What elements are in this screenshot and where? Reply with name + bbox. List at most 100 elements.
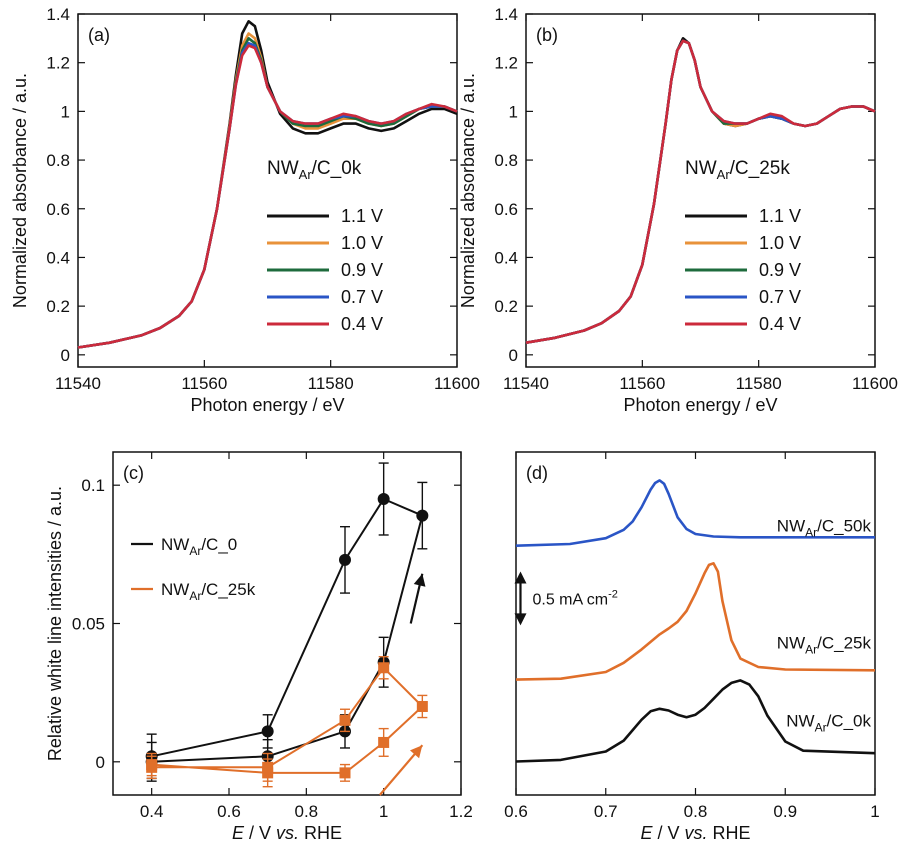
x-tick-label: 1 <box>870 802 879 821</box>
y-tick-label: 1.4 <box>46 5 70 24</box>
x-tick-label: 0.8 <box>684 802 708 821</box>
panel-c: 0.4 0.6 0.8 1 1.2 0 0.05 0.1 E / V vs. RHE Relati… <box>45 451 473 843</box>
series-label: NWAr/C_25k <box>777 633 872 656</box>
text-part: NW <box>777 633 805 652</box>
text-part: / V <box>244 823 276 843</box>
panel-d: 0.6 0.7 0.8 0.9 1E / V vs. RHE(d)NWAr/C_50kN… <box>504 451 880 843</box>
y-tick-label: 0.05 <box>72 615 105 634</box>
y-axis-label: Relative white line intensities / a.u. <box>45 486 65 761</box>
text-part: Ar <box>189 544 201 558</box>
series-label: NWAr/C_50k <box>777 516 872 539</box>
plot-frame <box>77 13 458 368</box>
panel-label: (b) <box>536 25 558 45</box>
y-axis-label: Normalized absorbance / a.u. <box>10 73 30 308</box>
x-tick-label: 11540 <box>503 374 549 393</box>
text-part: NW <box>786 711 814 730</box>
legend-entry: 0.4 V <box>759 314 801 334</box>
series-line <box>515 561 876 681</box>
text-part: /C_25k <box>730 158 791 179</box>
x-tick-label: 1.2 <box>449 802 473 821</box>
legend-entry: 0.9 V <box>341 260 383 280</box>
text-part: Ar <box>189 589 201 603</box>
scale-bar-arrow-down <box>514 613 527 626</box>
text-part: /C_50k <box>817 516 871 535</box>
data-point <box>339 767 351 779</box>
text-part: vs. <box>685 823 708 843</box>
scale-bar-label-main: 0.5 mA cm <box>532 591 608 608</box>
data-point <box>339 553 351 566</box>
text-part: /C_25k <box>201 580 255 599</box>
y-tick-label: 0 <box>61 346 70 365</box>
arrow-head <box>409 745 423 759</box>
text-part: RHE <box>299 823 342 843</box>
legend-entry: NWAr/C_0 <box>161 535 237 558</box>
y-axis-label: Normalized absorbance / a.u. <box>458 73 478 308</box>
plot-frame <box>515 451 876 796</box>
legend-entry: 1.0 V <box>759 233 801 253</box>
y-tick-label: 1.4 <box>494 5 518 24</box>
x-axis-label: Photon energy / eV <box>623 395 777 415</box>
y-tick-label: 0.8 <box>46 151 70 170</box>
text-part: Ar <box>805 642 817 656</box>
text-part: /C_0k <box>827 711 872 730</box>
x-tick-label: 11600 <box>852 374 898 393</box>
y-tick-label: 0.8 <box>494 151 518 170</box>
y-tick-label: 0.4 <box>46 248 70 267</box>
y-tick-label: 0.2 <box>494 297 518 316</box>
x-tick-label: 0.7 <box>594 802 618 821</box>
y-tick-label: 0.2 <box>46 297 70 316</box>
scale-bar-label-sup: -2 <box>608 588 618 600</box>
text-part: RHE <box>708 823 751 843</box>
data-point <box>339 714 351 726</box>
panel-label: (d) <box>526 463 548 483</box>
data-point <box>146 761 158 773</box>
plot-frame <box>525 13 876 368</box>
legend-entry: 0.4 V <box>341 314 383 334</box>
y-tick-label: 0 <box>96 753 105 772</box>
legend-entry: 0.9 V <box>759 260 801 280</box>
x-tick-label: 11560 <box>181 374 227 393</box>
y-tick-label: 0.1 <box>81 476 105 495</box>
x-tick-label: 11540 <box>55 374 101 393</box>
y-tick-label: 0.4 <box>494 248 518 267</box>
arrow-head <box>413 573 426 587</box>
series-line <box>515 479 875 547</box>
x-tick-label: 0.9 <box>773 802 797 821</box>
text-part: NW <box>777 516 805 535</box>
text-part: NW <box>685 158 717 179</box>
text-part: Ar <box>805 525 817 539</box>
x-tick-label: 11580 <box>736 374 782 393</box>
y-tick-label: 0.6 <box>46 200 70 219</box>
series-line <box>77 44 458 349</box>
x-tick-label: 0.6 <box>504 802 528 821</box>
y-tick-label: 0.6 <box>494 200 518 219</box>
text-part: NW <box>161 580 189 599</box>
legend-entry: 1.1 V <box>341 206 383 226</box>
x-tick-label: 0.8 <box>295 802 319 821</box>
text-part: Ar <box>299 167 313 182</box>
legend-entry: 0.7 V <box>759 287 801 307</box>
legend-title: NWAr/C_0k <box>267 158 362 182</box>
text-part: /C_25k <box>817 633 871 652</box>
legend-entry: 1.0 V <box>341 233 383 253</box>
text-part: vs. <box>276 823 299 843</box>
panel-a: 11540 11560 11580 11600 0 0.2 0.4 0.6 0.8 1 1.2 1.4… <box>10 5 480 415</box>
text-part: E <box>232 823 245 843</box>
legend-entry: 0.7 V <box>341 287 383 307</box>
data-point <box>262 761 274 773</box>
text-part: NW <box>267 158 299 179</box>
scale-bar-arrow-up <box>514 571 527 584</box>
data-point <box>377 493 390 506</box>
x-tick-label: 11600 <box>434 374 480 393</box>
panel-label: (a) <box>88 25 110 45</box>
data-point <box>416 700 428 712</box>
text-part: /C_0 <box>201 535 237 554</box>
x-axis-label: E / V vs. RHE <box>640 823 750 843</box>
x-tick-label: 0.6 <box>217 802 241 821</box>
text-part: / V <box>652 823 684 843</box>
y-tick-label: 1.2 <box>46 54 70 73</box>
legend-entry: 1.1 V <box>759 206 801 226</box>
text-part: /C_0k <box>312 158 362 179</box>
legend-entry: NWAr/C_25k <box>161 580 256 603</box>
data-point <box>378 736 390 748</box>
